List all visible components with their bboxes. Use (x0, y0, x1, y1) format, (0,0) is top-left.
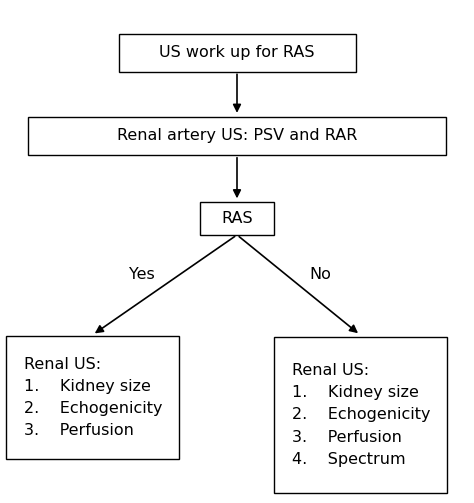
Bar (274, 337, 447, 493)
Text: RAS: RAS (221, 211, 253, 226)
Text: Renal US:
1.    Kidney size
2.    Echogenicity
3.    Perfusion
4.    Spectrum: Renal US: 1. Kidney size 2. Echogenicity… (292, 363, 430, 467)
Bar (28, 117, 446, 155)
Bar (118, 34, 356, 71)
Text: Yes: Yes (129, 267, 155, 282)
Text: US work up for RAS: US work up for RAS (159, 45, 315, 60)
Text: Renal artery US: PSV and RAR: Renal artery US: PSV and RAR (117, 128, 357, 143)
Bar (6, 336, 179, 459)
Text: No: No (309, 267, 331, 282)
Bar (200, 203, 274, 235)
Text: Renal US:
1.    Kidney size
2.    Echogenicity
3.    Perfusion: Renal US: 1. Kidney size 2. Echogenicity… (24, 357, 162, 438)
